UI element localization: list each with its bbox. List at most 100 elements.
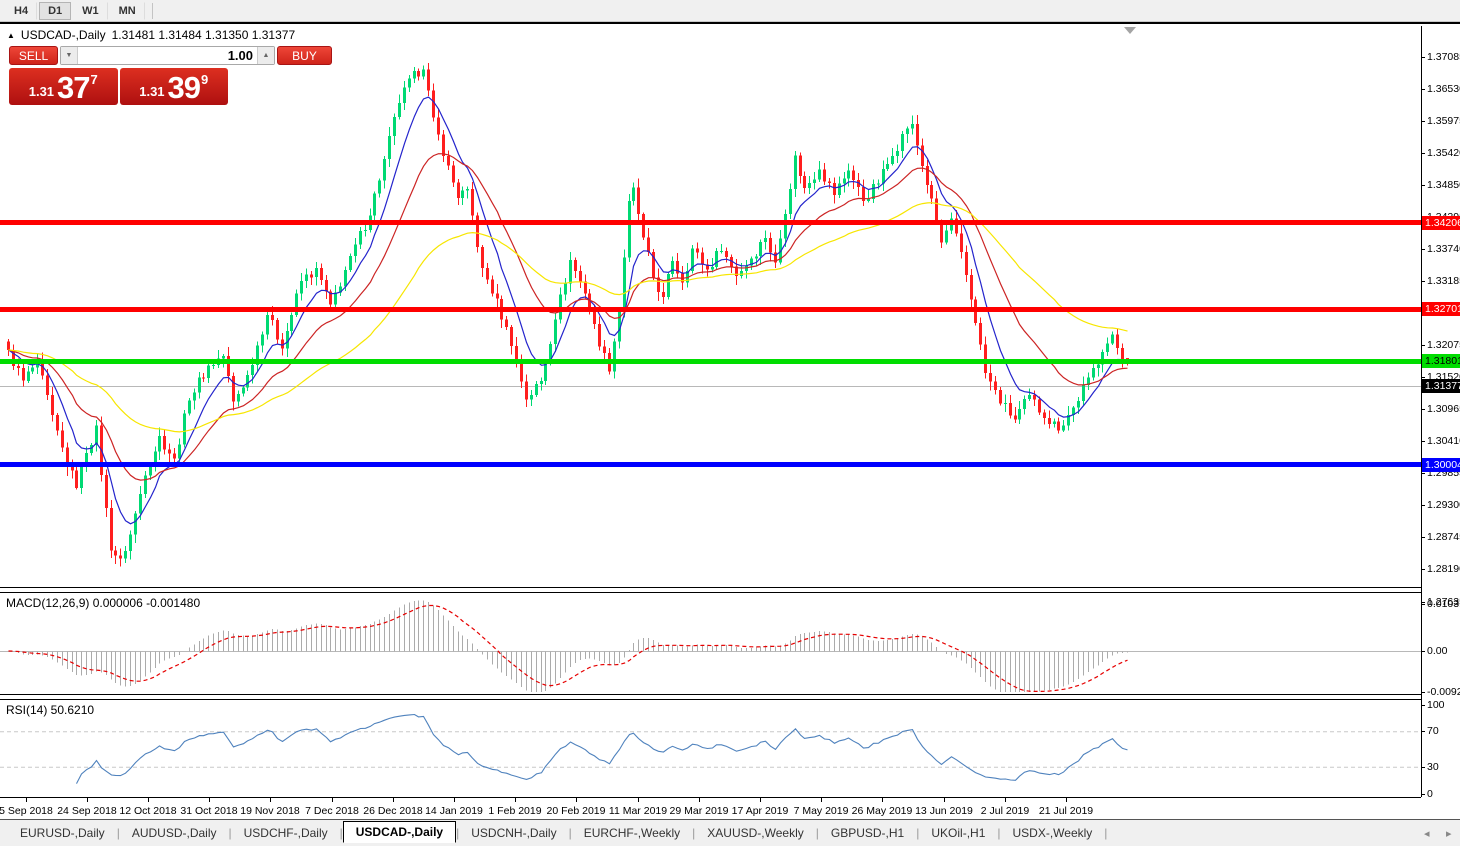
volume-increase-button[interactable]: ▲ — [257, 47, 274, 64]
date-tick — [821, 798, 822, 802]
macd-histogram — [8, 600, 1128, 692]
tab-item-ukoil-h1[interactable]: UKOil-,H1 — [931, 826, 986, 840]
price-tick-label: 1.33185 — [1427, 275, 1460, 287]
timeframe-toolbar: H4 D1 W1 MN — [0, 0, 1460, 22]
date-tick-label: 24 Sep 2018 — [57, 805, 117, 817]
rsi-tick-label: 30 — [1427, 761, 1439, 773]
date-tick — [576, 798, 577, 802]
tab-separator: | — [228, 826, 232, 840]
date-tick-label: 5 Sep 2018 — [0, 805, 53, 817]
date-tick-label: 31 Oct 2018 — [180, 805, 238, 817]
chart-window: ▲ USDCAD-,Daily 1.31481 1.31484 1.31350 … — [0, 22, 1460, 819]
price-tick-label: 1.36530 — [1427, 83, 1460, 95]
date-tick — [638, 798, 639, 802]
tab-item-eurchf-weekly[interactable]: EURCHF-,Weekly — [583, 826, 681, 840]
tab-item-gbpusd-h1[interactable]: GBPUSD-,H1 — [830, 826, 905, 840]
tab-item-usdcad-daily[interactable]: USDCAD-,Daily — [342, 821, 457, 843]
rsi-line — [76, 713, 1128, 784]
date-tick — [454, 798, 455, 802]
macd-panel-canvas[interactable] — [0, 593, 1421, 694]
tab-item-eurusd-daily[interactable]: EURUSD-,Daily — [20, 826, 105, 840]
tab-separator: | — [916, 826, 920, 840]
volume-decrease-button[interactable]: ▼ — [61, 47, 78, 64]
tab-item-audusd-daily[interactable]: AUDUSD-,Daily — [131, 826, 217, 840]
timeframe-button-h4[interactable]: H4 — [5, 1, 38, 20]
price-axis-tick — [1421, 153, 1425, 154]
panel-separator-macd-rsi[interactable] — [0, 694, 1421, 700]
macd-tick-label: 0.010311 — [1427, 598, 1460, 610]
price-tick-label: 1.35975 — [1427, 115, 1460, 127]
price-tick-label: 1.30965 — [1427, 403, 1460, 415]
date-tick — [515, 798, 516, 802]
macd-axis-tick — [1421, 604, 1425, 605]
date-tick — [882, 798, 883, 802]
price-tick-label: 1.33740 — [1427, 243, 1460, 255]
price-tick-label: 1.28745 — [1427, 531, 1460, 543]
macd-tick-label: 0.00 — [1427, 645, 1448, 657]
buy-price-display[interactable]: 1.31 39 9 — [119, 68, 228, 105]
tab-item-xauusd-weekly[interactable]: XAUUSD-,Weekly — [707, 826, 804, 840]
tab-separator: | — [116, 826, 120, 840]
timeframe-button-d1[interactable]: D1 — [39, 1, 72, 20]
date-tick — [332, 798, 333, 802]
rsi-panel-canvas[interactable] — [0, 700, 1421, 797]
volume-input[interactable] — [78, 47, 257, 64]
date-tick-label: 20 Feb 2019 — [546, 805, 606, 817]
price-axis-tick — [1421, 409, 1425, 410]
hline-support-green[interactable] — [0, 359, 1421, 364]
price-axis-tick — [1421, 121, 1425, 122]
price-axis-tick — [1421, 537, 1425, 538]
panel-separator-main-macd[interactable] — [0, 587, 1421, 593]
date-tick-label: 7 May 2019 — [793, 805, 849, 817]
candles-layer — [7, 63, 1129, 567]
ma-mid-line — [8, 153, 1128, 481]
volume-stepper: ▼ ▲ — [60, 46, 275, 65]
tab-item-usdx-weekly[interactable]: USDX-,Weekly — [1012, 826, 1093, 840]
price-tick-label: 1.34850 — [1427, 179, 1460, 191]
price-axis-tick — [1421, 281, 1425, 282]
price-axis-tick — [1421, 345, 1425, 346]
collapse-quote-panel-icon[interactable]: ▲ — [7, 30, 15, 40]
tab-separator: | — [568, 826, 572, 840]
price-tick-label: 1.28190 — [1427, 563, 1460, 575]
toolbar-separator — [151, 2, 153, 19]
chart-symbol-label: USDCAD-,Daily — [20, 28, 106, 42]
price-axis-tick — [1421, 57, 1425, 58]
tab-item-usdchf-daily[interactable]: USDCHF-,Daily — [243, 826, 328, 840]
price-tick-label: 1.30410 — [1427, 435, 1460, 447]
sell-button[interactable]: SELL — [9, 46, 58, 65]
macd-signal-line — [8, 604, 1128, 692]
buy-price-prefix: 1.31 — [139, 84, 165, 99]
tab-separator: | — [1104, 826, 1108, 840]
trade-controls-row: SELL ▼ ▲ BUY — [9, 46, 332, 65]
rsi-axis-tick — [1421, 767, 1425, 768]
macd-indicator-label: MACD(12,26,9) 0.000006 -0.001480 — [6, 596, 201, 610]
date-tick — [393, 798, 394, 802]
macd-axis-tick — [1421, 651, 1425, 652]
rsi-axis-tick — [1421, 705, 1425, 706]
timeframe-button-w1[interactable]: W1 — [73, 1, 108, 20]
date-tick — [148, 798, 149, 802]
price-axis-tick — [1421, 249, 1425, 250]
trade-prices-row: 1.31 37 7 1.31 39 9 — [9, 68, 228, 105]
buy-button[interactable]: BUY — [277, 46, 332, 65]
date-tick — [944, 798, 945, 802]
date-tick-label: 2 Jul 2019 — [980, 805, 1030, 817]
sell-price-display[interactable]: 1.31 37 7 — [9, 68, 118, 105]
tabs-scroll-left-icon[interactable]: ◂ — [1424, 828, 1430, 840]
chart-shift-marker-icon — [1124, 27, 1136, 34]
macd-axis-tick — [1421, 692, 1425, 693]
tab-separator: | — [997, 826, 1001, 840]
timeframe-button-mn[interactable]: MN — [110, 1, 145, 20]
tabs-scroll-right-icon[interactable]: ▸ — [1446, 828, 1452, 840]
price-chart-canvas[interactable] — [0, 24, 1421, 587]
hline-resistance-upper[interactable] — [0, 220, 1421, 225]
hline-support-blue[interactable] — [0, 462, 1421, 467]
tab-item-usdcnh-daily[interactable]: USDCNH-,Daily — [471, 826, 557, 840]
rsi-tick-label: 0 — [1427, 788, 1433, 800]
rsi-axis-tick — [1421, 731, 1425, 732]
date-tick-label: 13 Jun 2019 — [915, 805, 973, 817]
hline-resistance-lower[interactable] — [0, 307, 1421, 312]
price-tag-current: 1.31377 — [1422, 379, 1460, 393]
date-tick — [699, 798, 700, 802]
